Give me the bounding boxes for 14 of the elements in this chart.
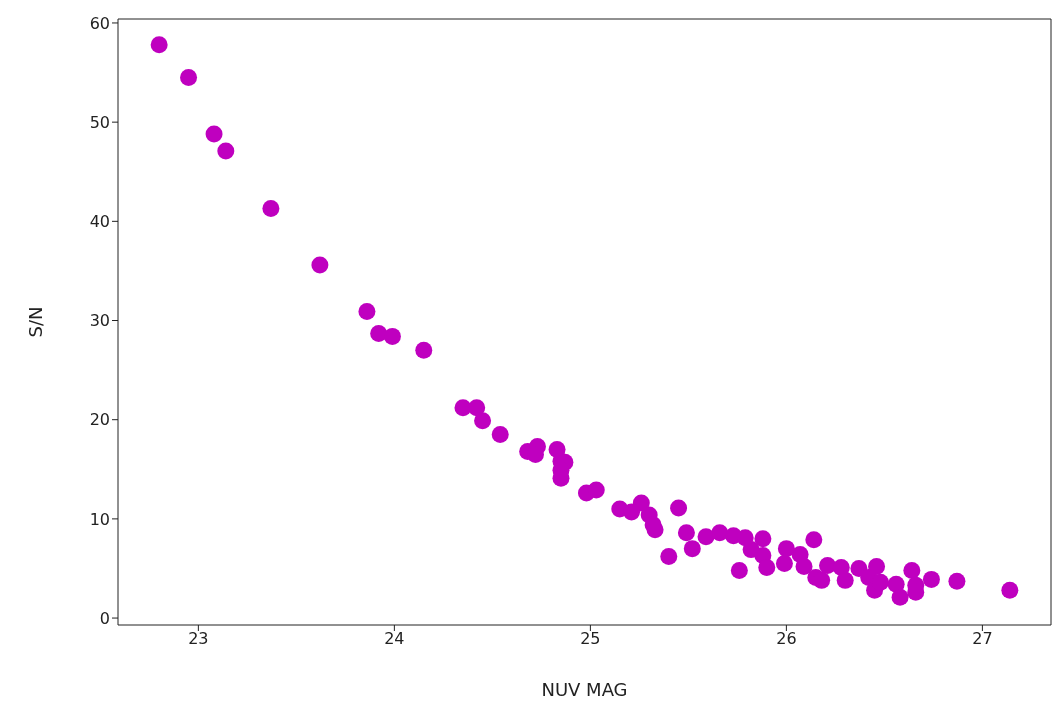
y-tick-label: 10 <box>89 509 110 529</box>
y-tick-label: 50 <box>89 112 110 132</box>
x-tick-label: 24 <box>384 629 405 649</box>
y-axis-title: S/N <box>25 306 47 338</box>
y-tick-label: 60 <box>89 13 110 33</box>
y-tick-label: 40 <box>89 212 110 232</box>
y-tick-label: 20 <box>89 410 110 430</box>
x-tick-label: 23 <box>188 629 209 649</box>
y-tick-label: 0 <box>99 608 110 628</box>
x-axis-title: NUV MAG <box>541 679 628 700</box>
x-tick-label: 25 <box>580 629 601 649</box>
x-tick-label: 26 <box>776 629 797 649</box>
x-tick-label: 27 <box>972 629 993 649</box>
y-tick-label: 30 <box>89 311 110 331</box>
